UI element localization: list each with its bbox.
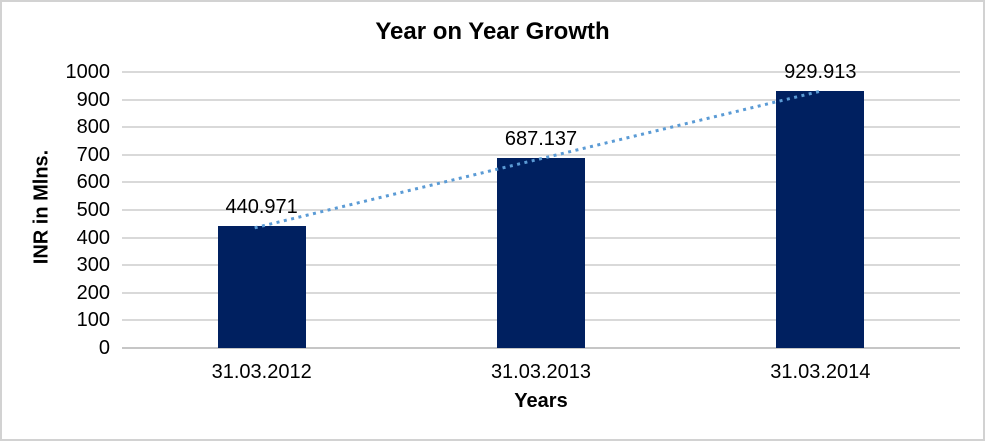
x-category-label: 31.03.2014 [770,361,871,383]
bar-value-label: 440.971 [225,196,298,219]
y-tick-label: 700 [76,143,110,166]
y-tick-label: 200 [76,281,110,304]
y-tick-label: 600 [76,171,110,194]
y-tick-label: 900 [76,88,110,111]
x-axis-title: Years [514,390,568,412]
x-category-label: 31.03.2013 [490,361,592,383]
bar-31.03.2014 [776,91,865,348]
y-tick-label: 100 [76,309,110,332]
y-tick-label: 0 [98,337,110,359]
bar-value-label: 687.137 [504,128,578,151]
bar-31.03.2012 [217,226,306,348]
chart-title: Year on Year Growth [375,18,610,45]
y-tick-label: 500 [76,199,110,221]
y-tick-label: 400 [76,226,110,249]
y-tick-label: 1000 [65,61,111,83]
y-tick-label: 800 [76,116,110,139]
bar-31.03.2013 [497,158,585,348]
x-category-label: 31.03.2012 [211,361,312,383]
y-tick-label: 300 [76,254,110,277]
x-axis-line [122,347,960,349]
gridline [122,71,960,73]
bar-value-label: 929.913 [784,61,857,84]
